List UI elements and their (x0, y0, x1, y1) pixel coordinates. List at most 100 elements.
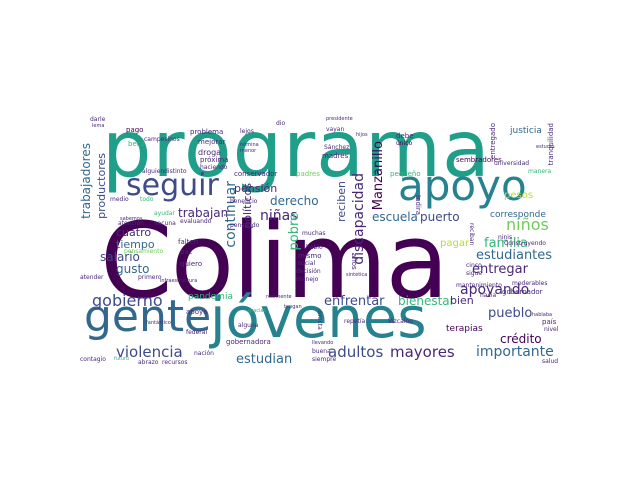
word-puerto: puerto (420, 210, 460, 224)
word-apoya: apoya (186, 308, 208, 316)
word-estudian: estudian (236, 352, 293, 367)
word-pagar: pagar (440, 238, 470, 249)
word-cinco: cinco (466, 262, 482, 269)
word-productores: productores (95, 153, 108, 219)
word-futuro: futuro (114, 356, 130, 362)
word-mantenimiento: mantenimiento (456, 282, 502, 289)
word-siempre: siempre (312, 356, 337, 363)
word-manera: manera (528, 168, 552, 175)
word-nacion: nación (194, 350, 214, 357)
word-madres: madres (322, 152, 349, 160)
word-infraestructura: infraestructura (160, 278, 198, 284)
word-gente: gente (84, 291, 212, 342)
word-familia: familia (484, 236, 529, 251)
word-directa: directa (316, 309, 323, 330)
word-reciban: reciban (468, 223, 475, 246)
word-salud: salud (542, 358, 559, 365)
word-hablo: hablo (306, 244, 323, 251)
word-adultos: adultos (328, 343, 384, 361)
word-atender: atender (80, 274, 104, 281)
word-escuela: escuela (372, 210, 418, 224)
word-ayudar: ayudar (154, 210, 175, 217)
word-sigue: sigue (466, 270, 483, 277)
word-indira: Indira (414, 195, 422, 216)
word-ninos: niños (506, 215, 549, 234)
word-tranquilidad: tranquilidad (547, 123, 555, 166)
word-conservador: conservador (234, 170, 278, 178)
word-gobernador: gobernador (502, 288, 543, 296)
word-bienestar: bienestar (398, 294, 455, 308)
word-alguiendistinto: alguiendistinto (142, 168, 187, 175)
word-evaluando: evaluando (180, 218, 212, 225)
word-realmente: realmente (266, 294, 292, 300)
word-continuar: continuar (223, 181, 239, 248)
word-sabemos: sabemos (120, 216, 143, 222)
word-violencia: violencia (116, 343, 183, 361)
word-todo: todo (140, 196, 154, 203)
word-apoyo: apoyo (398, 161, 527, 210)
word-hablaba: hablaba (532, 312, 553, 318)
word-sembradores: sembradores (456, 156, 502, 164)
word-entregar: entregar (472, 262, 528, 277)
word-alguna: alguna (238, 322, 259, 329)
word-pequeno: pequeño (390, 170, 421, 178)
word-fantastico: fantástico (146, 320, 171, 326)
word-darle: darle (90, 116, 106, 123)
word-vacuna: vacuna (154, 220, 176, 227)
word-estudio: estudio (536, 144, 555, 150)
word-entregado: entregado (489, 123, 497, 159)
word-atencion: atención (118, 220, 144, 227)
word-pais: país (542, 318, 557, 326)
word-lema: lema (92, 123, 105, 129)
word-abrazo: abrazo (138, 359, 159, 366)
word-contagio: contagio (80, 356, 106, 363)
word-tiempo: tiempo (116, 238, 155, 251)
word-droga: droga (198, 148, 222, 157)
word-lejos: lejos (240, 128, 254, 135)
word-hijos: hijos (356, 132, 368, 138)
word-trabajadores: trabajadores (80, 143, 93, 219)
word-gusto: gusto (116, 262, 150, 276)
word-primero: primero (138, 274, 162, 281)
word-pueblo: pueblo (488, 306, 533, 321)
word-universidad: universidad (494, 160, 530, 167)
word-mejorar: mejorar (198, 138, 226, 146)
word-vayan: vayan (326, 126, 345, 133)
word-derecho: derecho (270, 194, 319, 208)
word-reciben: reciben (335, 181, 348, 222)
word-tengan: tengan (284, 304, 302, 310)
word-pension: pensión (234, 182, 278, 195)
word-enfrentar: enfrentar (324, 294, 385, 309)
word-sintetica: sintética (346, 272, 368, 278)
word-llevando: llevando (312, 340, 334, 346)
word-presidente: presidente (326, 116, 353, 122)
word-beneficio: beneficio (230, 198, 258, 205)
word-nomina: nómina (240, 142, 259, 148)
word-pensando: pensando (230, 222, 260, 229)
word-anos: años (350, 253, 358, 270)
word-hacia: hacia (480, 292, 497, 299)
word-quiero: quiero (180, 260, 203, 268)
word-ninas: niñas (260, 208, 298, 224)
word-proxima: próxima (200, 156, 229, 164)
word-paz: paz (180, 248, 193, 256)
word-ninis: ninis (498, 234, 513, 241)
word-discapacidad: discapacidad (351, 173, 367, 265)
word-campesinos: campesinos (144, 136, 180, 143)
word-federal: federal (186, 329, 208, 336)
word-gobernadora: gobernadora (226, 338, 271, 346)
word-dio: dio (276, 120, 286, 127)
word-muchas: muchas (302, 230, 326, 237)
word-pesos: pesos (504, 190, 534, 201)
word-debe: debe (396, 132, 414, 140)
word-cuatro: cuatro (116, 226, 152, 239)
word-falten: falten (178, 238, 199, 246)
word-justicia: justicia (510, 126, 542, 136)
word-moderables: moderables (512, 280, 548, 287)
word-jovenes: jóvenes (210, 286, 427, 351)
word-terapias: terapias (446, 324, 483, 334)
word-cloud: Colima programa jóvenes gente apoyo segu… (80, 113, 560, 367)
word-pobre: pobre (287, 213, 302, 251)
word-pandemia: pandemia (188, 292, 233, 302)
word-construyendo: Construyendo (504, 240, 546, 247)
